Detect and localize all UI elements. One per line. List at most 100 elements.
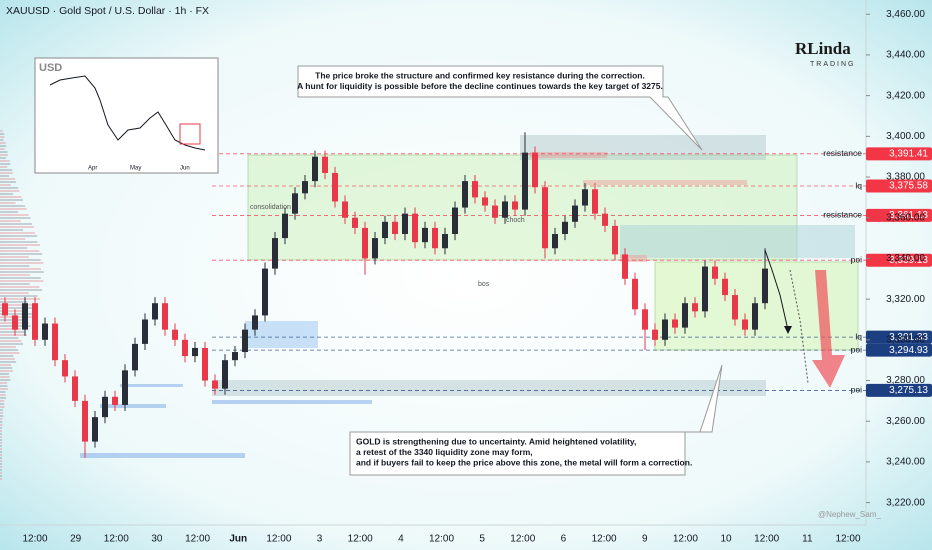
candle-body bbox=[92, 417, 98, 442]
target-zone bbox=[212, 380, 766, 396]
profile-bar bbox=[0, 166, 8, 168]
price-label-box bbox=[866, 253, 932, 267]
candle-body bbox=[482, 197, 488, 206]
profile-bar bbox=[0, 145, 7, 147]
y-tick-label: 3,340.00 bbox=[886, 253, 925, 264]
profile-bar bbox=[0, 352, 20, 354]
candle-body bbox=[122, 370, 128, 405]
annotation-text: a retest of the 3340 liquidity zone may … bbox=[356, 447, 533, 457]
profile-bar bbox=[0, 343, 24, 345]
profile-bar bbox=[0, 355, 14, 357]
profile-bar bbox=[0, 238, 26, 240]
profile-bar bbox=[0, 334, 27, 336]
profile-bar bbox=[0, 451, 2, 453]
x-tick-label: 4 bbox=[398, 534, 404, 545]
candle-body bbox=[282, 213, 288, 239]
candle-body bbox=[622, 254, 628, 279]
profile-bar bbox=[0, 133, 5, 135]
candle-body bbox=[742, 319, 748, 330]
price-label: 3,339.13 bbox=[889, 255, 928, 266]
profile-bar bbox=[0, 265, 30, 267]
profile-bar bbox=[0, 142, 6, 144]
level-name: poi bbox=[851, 385, 862, 395]
profile-bar bbox=[0, 472, 2, 474]
profile-bar bbox=[0, 379, 11, 381]
annotation-text: A hunt for liquidity is possible before … bbox=[297, 81, 663, 91]
profile-bar bbox=[0, 478, 2, 480]
profile-bar bbox=[0, 253, 43, 255]
candle-body bbox=[392, 221, 398, 235]
profile-bar bbox=[0, 391, 6, 393]
candle-body bbox=[712, 266, 718, 279]
candle-body bbox=[502, 201, 508, 218]
candle-body bbox=[682, 303, 688, 328]
profile-bar bbox=[0, 199, 23, 201]
price-label-box bbox=[866, 343, 932, 357]
profile-bar bbox=[0, 337, 19, 339]
candle-body bbox=[602, 213, 608, 226]
profile-bar bbox=[0, 271, 44, 273]
profile-bar bbox=[0, 187, 19, 189]
x-tick-label: 5 bbox=[479, 534, 485, 545]
candle-body bbox=[572, 205, 578, 222]
candle-body bbox=[592, 189, 598, 214]
profile-bar bbox=[0, 406, 5, 408]
level-name: poi bbox=[851, 344, 862, 354]
candle-body bbox=[422, 227, 428, 243]
price-label-box bbox=[866, 179, 932, 193]
profile-bar bbox=[0, 259, 41, 261]
profile-bar bbox=[0, 298, 41, 300]
candle-body bbox=[752, 303, 758, 330]
candle-body bbox=[162, 303, 168, 330]
candle-body bbox=[242, 329, 248, 353]
profile-bar bbox=[0, 292, 29, 294]
candle-body bbox=[152, 303, 158, 320]
profile-bar bbox=[0, 475, 2, 477]
x-tick-label: 12:00 bbox=[754, 534, 779, 545]
candle-body bbox=[52, 323, 58, 361]
level-name: lq bbox=[855, 180, 862, 190]
candle-body bbox=[352, 217, 358, 228]
profile-bar bbox=[0, 196, 22, 198]
candle-body bbox=[182, 339, 188, 357]
y-tick-label: 3,420.00 bbox=[886, 90, 925, 101]
profile-bar bbox=[0, 376, 10, 378]
candle-body bbox=[472, 181, 478, 198]
profile-bar bbox=[0, 163, 11, 165]
callout-box bbox=[349, 364, 723, 476]
annotation-text: The price broke the structure and confir… bbox=[315, 70, 645, 80]
x-tick-label: 12:00 bbox=[266, 534, 291, 545]
profile-bar bbox=[0, 193, 14, 195]
liquidity-bar bbox=[212, 400, 372, 404]
liquidity-bar bbox=[583, 180, 747, 185]
profile-bar bbox=[0, 184, 11, 186]
y-tick-label: 3,460.00 bbox=[886, 9, 925, 20]
candle-body bbox=[132, 343, 138, 371]
profile-bar bbox=[0, 424, 3, 426]
profile-bar bbox=[0, 346, 16, 348]
x-tick-label: 9 bbox=[642, 534, 648, 545]
poi-zone bbox=[620, 225, 855, 258]
price-label-box bbox=[866, 330, 932, 344]
candle-body bbox=[362, 227, 368, 259]
profile-bar bbox=[0, 421, 3, 423]
price-label-box bbox=[866, 147, 932, 161]
price-label: 3,275.13 bbox=[889, 385, 928, 396]
x-tick-label: 12:00 bbox=[185, 534, 210, 545]
profile-bar bbox=[0, 214, 29, 216]
liquidity-bar bbox=[80, 453, 245, 458]
y-tick-label: 3,320.00 bbox=[886, 294, 925, 305]
candles bbox=[2, 132, 768, 458]
candle-body bbox=[72, 376, 78, 401]
y-tick-label: 3,220.00 bbox=[886, 497, 925, 508]
profile-bar bbox=[0, 268, 42, 270]
price-label: 3,294.93 bbox=[889, 345, 928, 356]
candle-body bbox=[492, 205, 498, 218]
candle-body bbox=[692, 303, 698, 312]
projection-path bbox=[764, 249, 789, 331]
profile-bar bbox=[0, 130, 3, 132]
annotation-text: GOLD is strengthening due to uncertainty… bbox=[356, 436, 636, 446]
candle-body bbox=[552, 234, 558, 249]
profile-bar bbox=[0, 469, 2, 471]
